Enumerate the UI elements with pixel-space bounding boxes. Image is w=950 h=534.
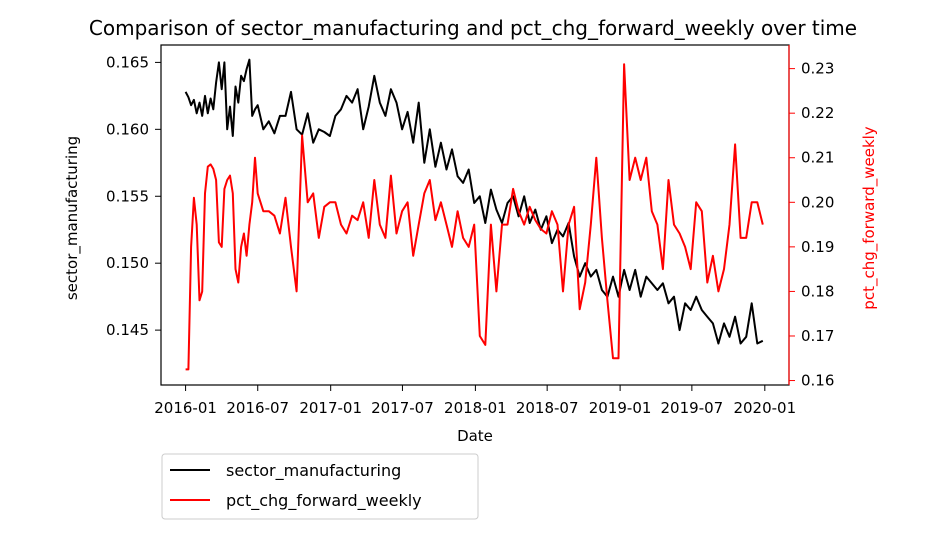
x-tick-label: 2018-07 — [516, 399, 579, 417]
right-y-tick-label: 0.22 — [801, 104, 834, 122]
x-tick-label: 2018-01 — [444, 399, 507, 417]
right-y-axis-label: pct_chg_forward_weekly — [860, 126, 879, 310]
x-axis-label: Date — [457, 427, 493, 445]
x-tick-label: 2017-01 — [299, 399, 362, 417]
left-y-tick-label: 0.145 — [106, 321, 149, 339]
right-y-tick-label: 0.19 — [801, 238, 834, 256]
series-line-pct-chg-forward-weekly — [185, 63, 764, 371]
left-y-tick-label: 0.160 — [106, 120, 149, 138]
x-tick-label: 2016-01 — [154, 399, 217, 417]
legend: sector_manufacturing pct_chg_forward_wee… — [161, 453, 479, 520]
x-axis: 2016-01 2016-07 2017-01 2017-07 2018-01 2018-… — [154, 385, 796, 417]
legend-label-pct-chg-forward-weekly: pct_chg_forward_weekly — [226, 491, 422, 511]
right-y-tick-label: 0.20 — [801, 193, 834, 211]
left-y-tick-label: 0.155 — [106, 187, 149, 205]
plot-area — [184, 58, 764, 371]
x-tick-label: 2020-01 — [733, 399, 796, 417]
right-y-tick-label: 0.21 — [801, 149, 834, 167]
left-y-tick-label: 0.165 — [106, 53, 149, 71]
right-y-tick-label: 0.23 — [801, 60, 834, 78]
legend-frame — [161, 453, 479, 520]
left-y-tick-label: 0.150 — [106, 254, 149, 272]
right-y-tick-label: 0.18 — [801, 282, 834, 300]
legend-label-sector-manufacturing: sector_manufacturing — [226, 461, 401, 481]
x-tick-label: 2016-07 — [226, 399, 289, 417]
chart-title: Comparison of sector_manufacturing and p… — [89, 16, 857, 40]
left-y-axis: 0.145 0.150 0.155 0.160 0.165 — [106, 53, 161, 339]
series-line-sector-manufacturing — [184, 58, 764, 345]
x-tick-label: 2017-07 — [371, 399, 434, 417]
x-tick-label: 2019-07 — [661, 399, 724, 417]
left-y-axis-label: sector_manufacturing — [63, 136, 82, 300]
right-y-axis: 0.16 0.17 0.18 0.19 0.20 0.21 0.22 0.23 — [788, 45, 834, 390]
right-y-tick-label: 0.16 — [801, 372, 834, 390]
x-tick-label: 2019-01 — [589, 399, 652, 417]
right-y-tick-label: 0.17 — [801, 327, 834, 345]
